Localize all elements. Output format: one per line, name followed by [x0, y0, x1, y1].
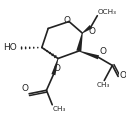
Polygon shape — [79, 51, 99, 59]
Text: O: O — [63, 16, 70, 25]
Polygon shape — [76, 33, 83, 51]
Text: OCH₃: OCH₃ — [98, 9, 117, 15]
Text: O: O — [21, 84, 28, 93]
Polygon shape — [82, 25, 92, 33]
Text: CH₃: CH₃ — [97, 82, 110, 88]
Text: O: O — [88, 27, 95, 36]
Text: O: O — [99, 47, 106, 56]
Text: CH₃: CH₃ — [53, 106, 66, 112]
Polygon shape — [51, 58, 58, 75]
Text: O: O — [54, 64, 61, 73]
Text: HO: HO — [3, 43, 17, 52]
Text: O: O — [119, 71, 126, 80]
